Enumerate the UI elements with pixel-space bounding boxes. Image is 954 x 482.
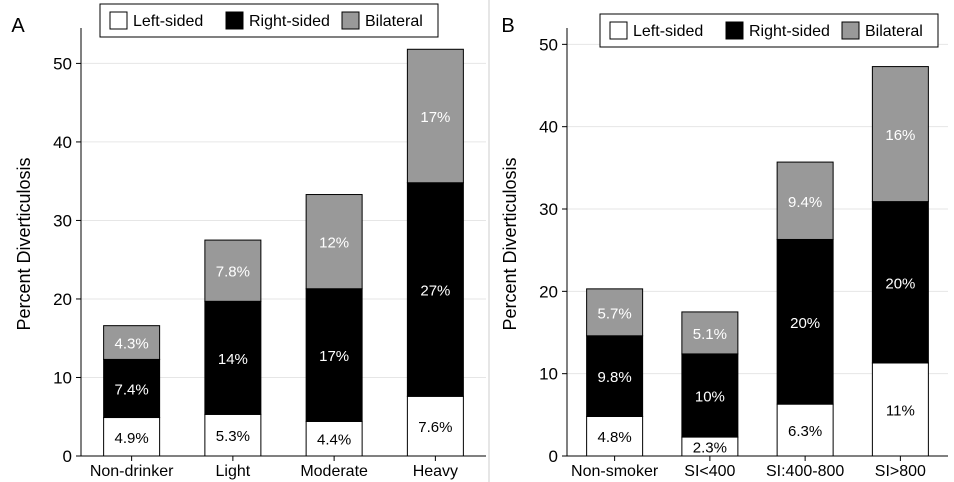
data-label: 14%	[218, 351, 248, 368]
data-label: 9.8%	[598, 369, 632, 386]
y-axis-label: Percent Diverticulosis	[14, 157, 34, 330]
legend-label: Bilateral	[365, 13, 423, 30]
data-label: 4.8%	[598, 429, 632, 446]
x-tick-label: SI<400	[684, 463, 735, 480]
legend-label: Left-sided	[133, 13, 203, 30]
data-label: 12%	[319, 235, 349, 252]
bar-right-sided-3	[406, 182, 464, 397]
legend-swatch-right-sided	[725, 21, 744, 40]
bar-right-sided-2	[776, 238, 834, 405]
data-label: 5.3%	[216, 428, 250, 445]
data-label: 20%	[790, 315, 820, 332]
legend-label: Bilateral	[865, 23, 923, 40]
bar-left-sided-3	[871, 362, 929, 457]
y-axis-label: Percent Diverticulosis	[500, 157, 520, 330]
x-tick-label: Heavy	[413, 463, 458, 480]
y-tick-label: 20	[539, 282, 558, 301]
legend-label: Left-sided	[633, 23, 703, 40]
bar-bilateral-3	[406, 48, 464, 184]
legend-label: Right-sided	[249, 13, 330, 30]
y-tick-label: 30	[539, 200, 558, 219]
bar-bilateral-1	[204, 239, 262, 302]
x-tick-label: Light	[216, 463, 251, 480]
bar-right-sided-1	[204, 300, 262, 415]
data-label: 4.9%	[115, 430, 149, 447]
data-label: 5.1%	[693, 326, 727, 343]
bar-right-sided-2	[305, 288, 363, 422]
legend-box	[99, 3, 439, 38]
data-label: 4.3%	[115, 336, 149, 353]
x-tick-label: Moderate	[300, 463, 368, 480]
data-label: 17%	[319, 348, 349, 365]
bar-bilateral-2	[776, 161, 834, 240]
legend-swatch-left-sided	[109, 11, 128, 30]
y-tick-label: 50	[539, 35, 558, 54]
data-label: 7.8%	[216, 264, 250, 281]
bar-bilateral-2	[305, 194, 363, 290]
y-tick-label: 50	[53, 54, 72, 73]
legend: Left-sided Right-sided Bilateral	[99, 3, 439, 38]
legend-swatch-left-sided	[609, 21, 628, 40]
legend: Left-sided Right-sided Bilateral	[599, 13, 939, 48]
y-tick-label: 40	[539, 118, 558, 137]
bar-left-sided-0	[586, 415, 644, 457]
data-label: 2.3%	[693, 440, 727, 457]
legend-swatch-bilateral	[841, 21, 860, 40]
y-tick-label: 0	[63, 447, 72, 466]
data-label: 20%	[885, 275, 915, 292]
legend-label: Right-sided	[749, 23, 830, 40]
bar-right-sided-1	[681, 353, 739, 438]
bar-bilateral-3	[871, 66, 929, 203]
legend-box	[599, 13, 939, 48]
bar-left-sided-0	[103, 417, 161, 457]
bar-bilateral-1	[681, 311, 739, 355]
y-tick-label: 0	[549, 447, 558, 466]
legend-swatch-right-sided	[225, 11, 244, 30]
bar-bilateral-0	[586, 288, 644, 337]
data-label: 7.6%	[418, 419, 452, 436]
data-label: 5.7%	[598, 305, 632, 322]
bar-right-sided-3	[871, 201, 929, 364]
legend-swatch-bilateral	[341, 11, 360, 30]
chart-panel-b: 0 10 20 30 40 50 Percent Diverticulosis B 4.8% 9.…	[500, 13, 948, 480]
bar-right-sided-0	[103, 358, 161, 419]
y-tick-label: 30	[53, 211, 72, 230]
data-label: 11%	[886, 402, 915, 419]
y-tick-label: 10	[539, 365, 558, 384]
data-label: 17%	[420, 109, 450, 126]
x-tick-label: Non-drinker	[90, 463, 174, 480]
x-tick-label: Non-smoker	[571, 463, 659, 480]
data-label: 4.4%	[317, 432, 351, 449]
data-label: 10%	[695, 388, 725, 405]
data-label: 9.4%	[788, 194, 822, 211]
x-tick-label: SI>800	[875, 463, 926, 480]
data-label: 6.3%	[788, 423, 822, 440]
y-tick-label: 40	[53, 133, 72, 152]
data-label: 27%	[420, 283, 450, 300]
chart-panel-a: 0 10 20 30 40 50 Percent Diverticulosis A 4.9% 7.…	[11, 3, 486, 480]
bar-left-sided-1	[204, 413, 262, 457]
bar-left-sided-2	[776, 403, 834, 457]
x-tick-label: SI:400-800	[766, 463, 844, 480]
panel-label: B	[501, 15, 514, 37]
bar-bilateral-0	[103, 325, 161, 360]
y-tick-label: 10	[53, 368, 72, 387]
data-label: 7.4%	[115, 381, 149, 398]
bar-right-sided-0	[586, 335, 644, 417]
data-label: 16%	[885, 127, 915, 144]
panel-label: A	[11, 15, 25, 37]
y-tick-label: 20	[53, 290, 72, 309]
